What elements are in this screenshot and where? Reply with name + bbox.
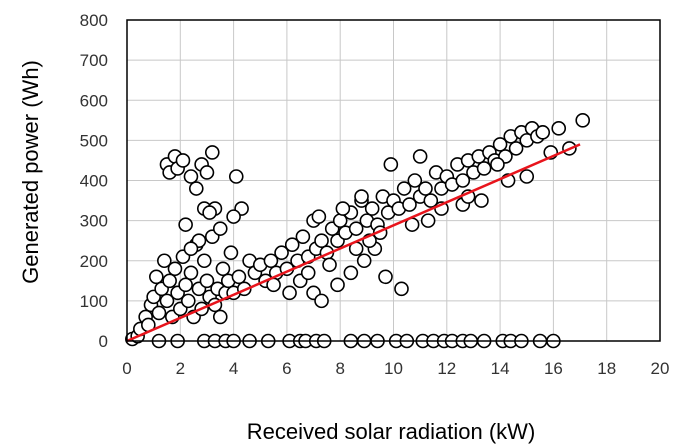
data-point (383, 157, 399, 172)
data-point (300, 265, 316, 281)
data-point (175, 153, 191, 168)
data-point (535, 125, 551, 140)
data-point (378, 269, 393, 285)
data-point (282, 285, 297, 301)
data-point (343, 265, 359, 281)
data-point (476, 161, 492, 176)
data-point (407, 173, 423, 188)
x-tick-label: 6 (282, 359, 291, 378)
data-point (188, 181, 204, 196)
data-point (311, 209, 327, 224)
data-point (226, 209, 241, 224)
data-point (196, 253, 212, 269)
data-point (418, 181, 433, 196)
y-tick-label: 400 (80, 172, 108, 191)
data-point (394, 281, 409, 297)
data-point (330, 277, 345, 293)
data-point (348, 221, 364, 236)
data-point (204, 145, 220, 160)
data-point (551, 121, 567, 136)
data-point (199, 165, 215, 180)
x-tick-label: 8 (335, 359, 344, 378)
x-tick-label: 14 (491, 359, 510, 378)
data-point (295, 229, 311, 244)
y-tick-label: 600 (80, 91, 108, 110)
y-tick-labels: 0 100 200 300 400 500 600 700 800 (80, 11, 108, 351)
data-point (420, 213, 436, 228)
x-tick-label: 20 (651, 359, 670, 378)
data-point (183, 265, 199, 281)
data-point (231, 269, 247, 285)
data-point (162, 273, 177, 289)
data-point (412, 149, 428, 164)
data-point (284, 237, 300, 252)
data-point (274, 245, 289, 261)
data-point (423, 193, 439, 208)
data-point (322, 257, 337, 273)
x-tick-label: 10 (384, 359, 403, 378)
data-point (396, 181, 412, 196)
data-point (575, 113, 591, 128)
data-point (183, 169, 199, 184)
data-point (508, 141, 524, 156)
y-tick-label: 0 (99, 332, 108, 351)
data-point (263, 253, 279, 269)
fit-line (126, 143, 581, 343)
x-tick-labels: 0 2 4 6 8 10 12 14 16 18 20 (122, 359, 669, 378)
data-point (364, 201, 380, 216)
data-point (314, 233, 329, 248)
y-tick-label: 700 (80, 51, 108, 70)
data-point (335, 201, 351, 216)
y-tick-label: 800 (80, 11, 108, 30)
x-tick-label: 0 (122, 359, 131, 378)
y-tick-label: 300 (80, 212, 108, 231)
data-point (223, 245, 239, 261)
data-point (167, 261, 183, 277)
data-point (354, 189, 369, 204)
plot-frame (126, 19, 661, 342)
data-point (178, 217, 193, 232)
data-point (202, 205, 217, 220)
data-point (199, 273, 215, 289)
data-point (519, 169, 535, 184)
data-point (157, 253, 172, 269)
x-tick-label: 16 (544, 359, 563, 378)
data-point (215, 261, 231, 277)
data-point (180, 293, 196, 309)
data-point (402, 197, 417, 212)
data-point (455, 173, 471, 188)
data-point (212, 309, 228, 325)
data-point (356, 253, 372, 269)
y-tick-label: 500 (80, 131, 108, 150)
x-axis-title: Received solar radiation (kW) (247, 419, 536, 444)
data-point (490, 157, 505, 172)
data-point (183, 241, 199, 257)
data-point (159, 293, 175, 309)
data-point (178, 277, 193, 293)
data-point (474, 193, 489, 208)
x-tick-label: 2 (176, 359, 185, 378)
x-tick-label: 12 (437, 359, 456, 378)
data-point (314, 293, 329, 309)
data-point (228, 169, 244, 184)
data-point (149, 269, 164, 285)
x-tick-label: 18 (597, 359, 616, 378)
y-tick-label: 200 (80, 252, 108, 271)
data-point (151, 305, 167, 321)
data-point (492, 137, 508, 152)
y-axis-title: Generated power (Wh) (18, 60, 43, 284)
x-tick-label: 4 (229, 359, 238, 378)
data-point (212, 221, 228, 236)
y-tick-label: 100 (80, 292, 108, 311)
fit-line-group (126, 143, 581, 343)
